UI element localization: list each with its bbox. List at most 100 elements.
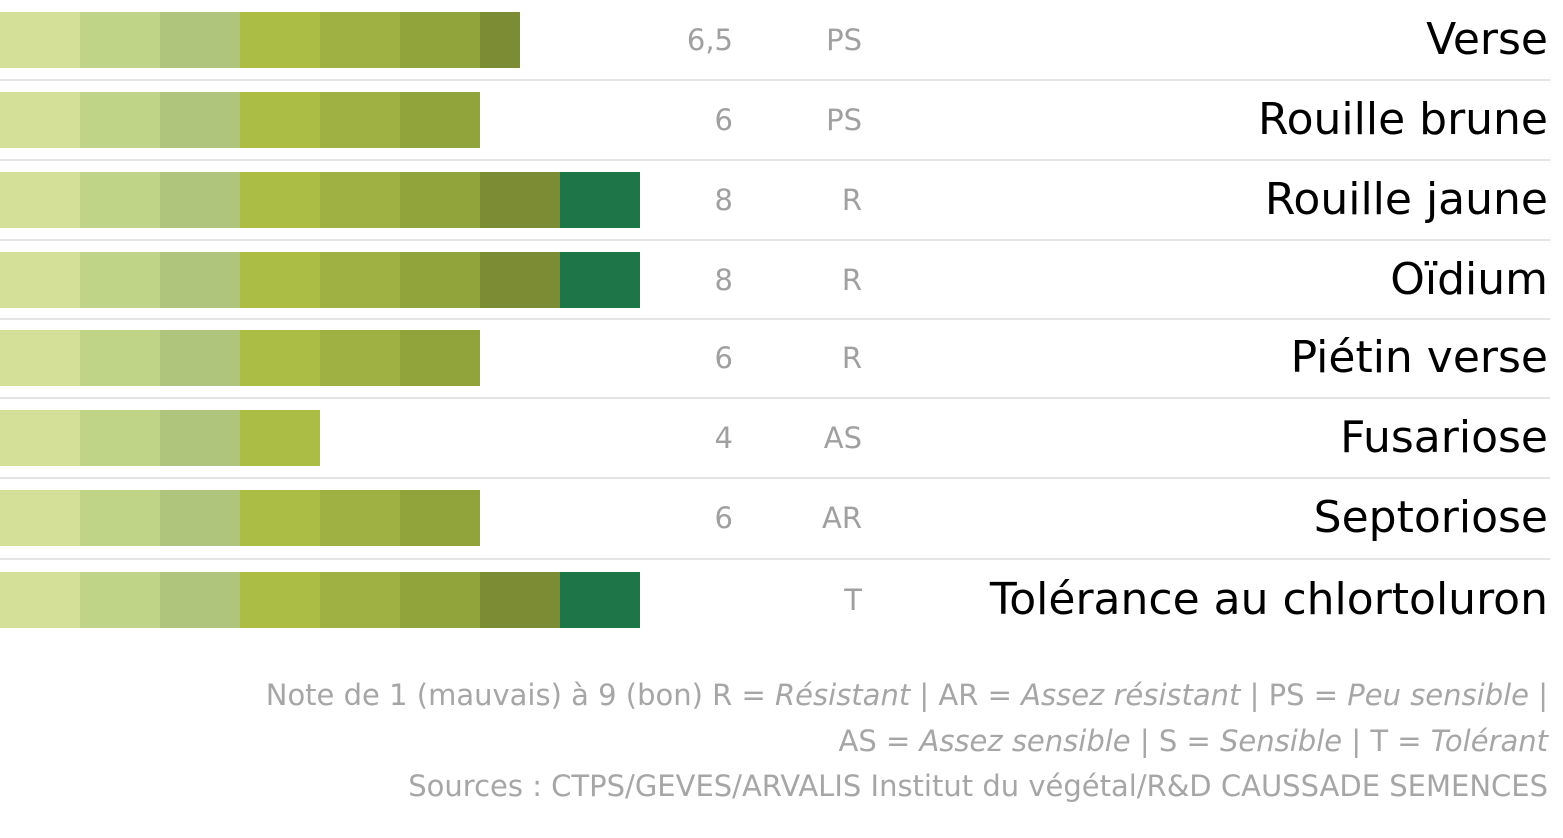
bar-segment [480, 172, 560, 228]
bar-segment [160, 330, 240, 386]
bar-segment [240, 92, 320, 148]
bar-segment [400, 252, 480, 308]
bar-segment [0, 252, 80, 308]
bar-segment [80, 330, 160, 386]
bar-segment [240, 12, 320, 68]
bar-segment [560, 252, 640, 308]
category-label: Verse [1426, 14, 1548, 65]
bar-segment [400, 490, 480, 546]
footer-text: AS = [839, 724, 920, 758]
rating: PS [826, 23, 862, 57]
bar-segment [320, 572, 400, 628]
bar-segment [320, 490, 400, 546]
bar-segment [0, 490, 80, 546]
bar-segment [0, 410, 80, 466]
value-label: 8 [715, 263, 733, 297]
bar-segment [320, 252, 400, 308]
bar-segment [560, 172, 640, 228]
bar [0, 572, 640, 628]
bar [0, 330, 480, 386]
bar-segment [240, 572, 320, 628]
bar-segment [160, 572, 240, 628]
footer-text: Sources : CTPS/GEVES/ARVALIS Institut du… [408, 769, 1548, 803]
bar-segment [80, 410, 160, 466]
bar-segment [80, 172, 160, 228]
bar-segment [0, 572, 80, 628]
value-label: 8 [715, 183, 733, 217]
bar-segment [320, 12, 400, 68]
footer-text: Tolérant [1431, 724, 1550, 758]
footer-text: Sensible [1220, 724, 1342, 758]
bar-segment [400, 172, 480, 228]
bar [0, 172, 640, 228]
bar-segment [480, 572, 560, 628]
bar [0, 490, 480, 546]
bar-segment [80, 252, 160, 308]
bar-segment [240, 172, 320, 228]
bar-segment [0, 330, 80, 386]
bar-segment [80, 12, 160, 68]
value-label: 6 [715, 103, 733, 137]
footer-text: | AR = [910, 678, 1021, 712]
category-label: Septoriose [1314, 492, 1548, 543]
footer-line: AS = Assez sensible | S = Sensible | T =… [839, 724, 1550, 758]
bar [0, 410, 320, 466]
footer-line: Note de 1 (mauvais) à 9 (bon) R = Résist… [266, 678, 1548, 712]
bar-segment [400, 572, 480, 628]
bar-segment [0, 92, 80, 148]
footer-text: Assez résistant [1019, 678, 1242, 712]
bar-segment [240, 410, 320, 466]
bar-segment [80, 572, 160, 628]
footer-text: | S = [1131, 724, 1220, 758]
rating: PS [826, 103, 862, 137]
category-label: Piétin verse [1291, 332, 1548, 383]
footer-text: | [1529, 678, 1548, 712]
category-label: Tolérance au chlortoluron [989, 574, 1548, 625]
bar-segment [320, 172, 400, 228]
rating: AR [822, 501, 862, 535]
rating: R [842, 341, 862, 375]
bar-segment [160, 92, 240, 148]
value-label: 4 [715, 421, 733, 455]
category-label: Rouille jaune [1265, 174, 1548, 225]
bar-segment [160, 252, 240, 308]
bar [0, 252, 640, 308]
bar-segment [160, 172, 240, 228]
footer-text: Note de 1 (mauvais) à 9 (bon) R = [266, 678, 775, 712]
bar-segment [480, 252, 560, 308]
bar-segment [560, 572, 640, 628]
footer-text: Résistant [775, 678, 912, 712]
rating: T [843, 583, 862, 617]
bar-segment [240, 490, 320, 546]
rating: R [842, 263, 862, 297]
bar-segment [0, 172, 80, 228]
bar-segment [160, 490, 240, 546]
bar-segment [160, 410, 240, 466]
bar-segment [320, 330, 400, 386]
bar [0, 92, 480, 148]
footer-text: Peu sensible [1347, 678, 1529, 712]
footer-line: Sources : CTPS/GEVES/ARVALIS Institut du… [408, 769, 1548, 803]
footer-text: Assez sensible [917, 724, 1130, 758]
category-label: Fusariose [1340, 412, 1548, 463]
bar [0, 12, 520, 68]
bar-segment [400, 12, 480, 68]
bar-segment [0, 12, 80, 68]
bar-segment [480, 12, 520, 68]
rating: R [842, 183, 862, 217]
footer-text: | PS = [1240, 678, 1347, 712]
bar-segment [80, 490, 160, 546]
bar-segment [240, 330, 320, 386]
value-label: 6 [715, 341, 733, 375]
value-label: 6 [715, 501, 733, 535]
value-label: 6,5 [687, 23, 733, 57]
bar-segment [160, 12, 240, 68]
bar-segment [240, 252, 320, 308]
footer-text: | T = [1342, 724, 1431, 758]
rating: AS [824, 421, 862, 455]
bar-segment [80, 92, 160, 148]
bar-segment [320, 92, 400, 148]
category-label: Rouille brune [1258, 94, 1548, 145]
category-label: Oïdium [1390, 254, 1548, 305]
